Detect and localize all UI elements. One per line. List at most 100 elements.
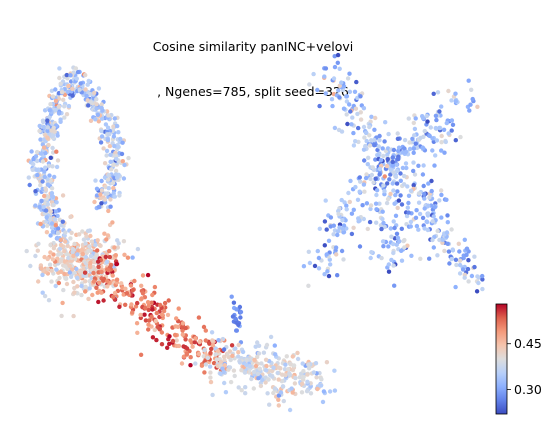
scatter-point <box>302 264 306 268</box>
scatter-point <box>395 232 399 236</box>
scatter-point <box>53 108 57 112</box>
scatter-point <box>421 116 425 120</box>
scatter-point <box>406 206 410 210</box>
scatter-point <box>150 293 154 297</box>
scatter-point <box>115 278 119 282</box>
scatter-point <box>427 195 431 199</box>
scatter-point <box>366 162 370 166</box>
scatter-point <box>84 94 88 98</box>
scatter-point <box>368 143 372 147</box>
scatter-point <box>36 242 40 246</box>
scatter-point <box>100 106 104 110</box>
scatter-point <box>239 310 243 314</box>
scatter-point <box>90 239 94 243</box>
scatter-point <box>439 193 443 197</box>
scatter-point <box>454 138 458 142</box>
scatter-point <box>271 366 275 370</box>
scatter-point <box>101 279 105 283</box>
scatter-point <box>151 335 155 339</box>
scatter-point <box>381 210 385 214</box>
scatter-point <box>374 221 378 225</box>
scatter-point <box>100 134 104 138</box>
scatter-point <box>154 319 158 323</box>
scatter-point <box>436 90 440 94</box>
scatter-point <box>345 207 349 211</box>
scatter-point <box>334 245 338 249</box>
scatter-point <box>351 131 355 135</box>
scatter-point <box>437 198 441 202</box>
scatter-point <box>305 380 309 384</box>
scatter-point <box>60 90 64 94</box>
scatter-point <box>264 358 268 362</box>
scatter-point <box>464 253 468 257</box>
scatter-point <box>305 389 309 393</box>
scatter-point <box>252 370 256 374</box>
scatter-point <box>446 89 450 93</box>
scatter-point <box>112 245 116 249</box>
scatter-point <box>50 269 54 273</box>
scatter-point <box>421 172 425 176</box>
scatter-point <box>106 233 110 237</box>
scatter-point <box>347 72 351 76</box>
scatter-point <box>325 227 329 231</box>
scatter-point <box>106 268 110 272</box>
scatter-point <box>352 208 356 212</box>
scatter-point <box>249 377 253 381</box>
scatter-point <box>328 389 332 393</box>
scatter-point <box>429 125 433 129</box>
scatter-point <box>345 112 349 116</box>
scatter-point <box>68 264 72 268</box>
scatter-point <box>371 165 375 169</box>
scatter-point <box>396 131 400 135</box>
scatter-point <box>396 137 400 141</box>
scatter-point <box>36 279 40 283</box>
scatter-point <box>322 74 326 78</box>
scatter-point <box>74 66 78 70</box>
scatter-point <box>298 375 302 379</box>
scatter-point <box>311 72 315 76</box>
scatter-point <box>69 231 73 235</box>
scatter-point <box>413 127 417 131</box>
scatter-point <box>141 291 145 295</box>
scatter-point <box>57 281 61 285</box>
scatter-point <box>167 298 171 302</box>
scatter-point <box>42 194 46 198</box>
scatter-point <box>165 346 169 350</box>
scatter-point <box>105 260 109 264</box>
scatter-point <box>138 313 142 317</box>
scatter-point <box>475 274 479 278</box>
scatter-point <box>435 253 439 257</box>
scatter-point <box>322 389 326 393</box>
scatter-point <box>396 157 400 161</box>
scatter-point <box>34 168 38 172</box>
scatter-point <box>111 295 115 299</box>
scatter-point <box>104 237 108 241</box>
scatter-point <box>379 227 383 231</box>
scatter-point <box>59 314 63 318</box>
scatter-point <box>346 191 350 195</box>
scatter-point <box>341 257 345 261</box>
scatter-point <box>93 178 97 182</box>
scatter-point <box>332 76 336 80</box>
scatter-point <box>71 254 75 258</box>
scatter-point <box>106 209 110 213</box>
scatter-point <box>374 207 378 211</box>
scatter-point <box>110 220 114 224</box>
scatter-point <box>447 249 451 253</box>
scatter-point <box>95 248 99 252</box>
scatter-point <box>399 249 403 253</box>
scatter-point <box>210 393 214 397</box>
scatter-point <box>122 163 126 167</box>
scatter-point <box>471 97 475 101</box>
scatter-point <box>418 212 422 216</box>
scatter-point <box>68 236 72 240</box>
scatter-point <box>362 125 366 129</box>
scatter-point <box>458 263 462 267</box>
scatter-point <box>111 186 115 190</box>
scatter-point <box>78 87 82 91</box>
scatter-point <box>472 265 476 269</box>
scatter-point <box>254 364 258 368</box>
scatter-point <box>375 188 379 192</box>
scatter-point <box>449 98 453 102</box>
scatter-point <box>38 205 42 209</box>
